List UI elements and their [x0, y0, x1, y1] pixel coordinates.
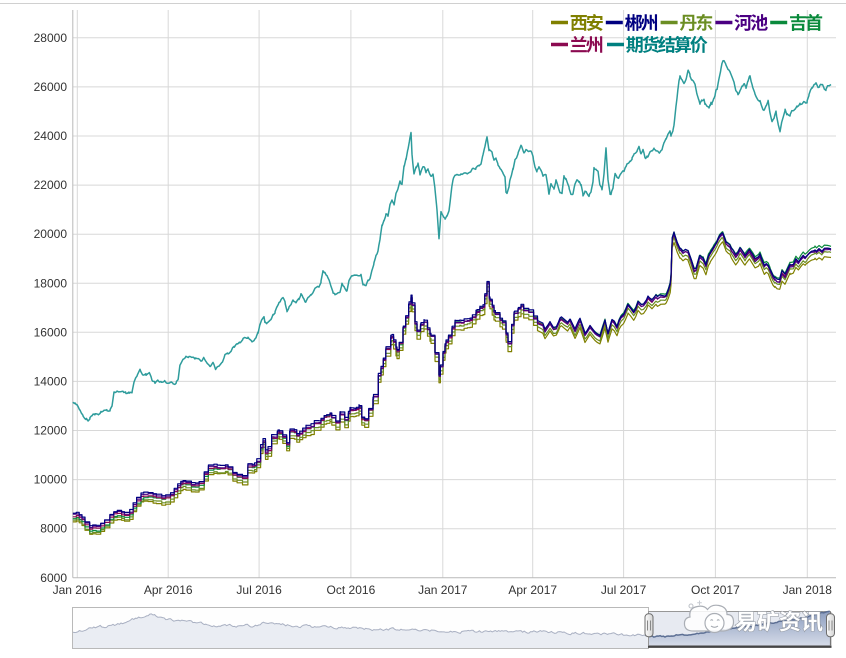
svg-text:14000: 14000 — [34, 374, 68, 388]
svg-text:Jan 2018: Jan 2018 — [783, 583, 833, 597]
svg-text:8000: 8000 — [40, 522, 67, 536]
svg-text:10000: 10000 — [34, 473, 68, 487]
svg-text:Apr 2016: Apr 2016 — [144, 583, 193, 597]
svg-text:Apr 2017: Apr 2017 — [508, 583, 557, 597]
svg-text:18000: 18000 — [34, 276, 68, 290]
svg-text:24000: 24000 — [34, 129, 68, 143]
svg-text:Jan 2017: Jan 2017 — [418, 583, 468, 597]
svg-text:28000: 28000 — [34, 31, 68, 45]
svg-text:20000: 20000 — [34, 227, 68, 241]
svg-text:Jul 2017: Jul 2017 — [601, 583, 647, 597]
svg-text:Jul 2016: Jul 2016 — [236, 583, 282, 597]
svg-text:26000: 26000 — [34, 80, 68, 94]
svg-text:12000: 12000 — [34, 424, 68, 438]
svg-text:6000: 6000 — [40, 571, 67, 585]
svg-text:Oct 2017: Oct 2017 — [691, 583, 740, 597]
svg-text:Jan 2016: Jan 2016 — [53, 583, 103, 597]
svg-text:16000: 16000 — [34, 325, 68, 339]
svg-text:Oct 2016: Oct 2016 — [327, 583, 376, 597]
svg-text:22000: 22000 — [34, 178, 68, 192]
